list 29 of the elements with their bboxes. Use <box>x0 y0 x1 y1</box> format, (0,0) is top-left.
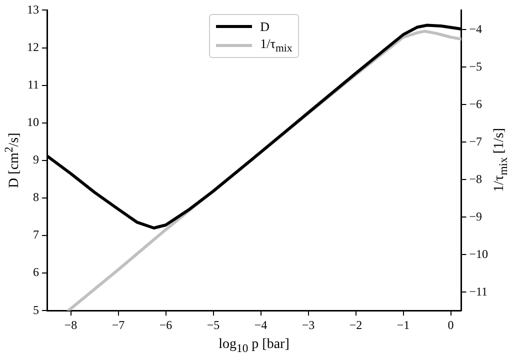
x-tick-label: −7 <box>112 318 125 332</box>
x-tick-label: −1 <box>396 318 410 332</box>
y-tick-label: 13 <box>27 2 39 16</box>
x-tick-label: −4 <box>254 318 268 332</box>
y2-tick-label: −7 <box>469 134 482 148</box>
x-tick-label: −8 <box>64 318 78 332</box>
y-tick-label: 7 <box>33 228 39 242</box>
y2-tick-label: −4 <box>469 22 482 36</box>
y2-tick-label: −11 <box>469 284 488 298</box>
x-axis-title: log$_{10}$ p [bar] <box>218 337 290 355</box>
y2-tick-label: −9 <box>469 209 482 224</box>
y-tick-label: 6 <box>33 265 39 280</box>
y-tick-label: 12 <box>27 40 39 54</box>
y2-tick-label: −8 <box>469 172 482 186</box>
y2-tick-label: −6 <box>469 96 482 111</box>
y-tick-label: 8 <box>33 190 39 204</box>
legend-label: D <box>260 18 270 35</box>
x-tick-label: −3 <box>302 318 315 332</box>
y-tick-label: 10 <box>27 115 39 130</box>
y2-tick-label: −5 <box>469 59 482 74</box>
y-tick-label: 5 <box>33 302 39 317</box>
x-tick-label: −5 <box>206 318 220 332</box>
y2-tick-label: −10 <box>469 246 488 261</box>
y-tick-label: 9 <box>33 152 39 167</box>
legend-label: 1/τ$_{mix}$ <box>260 36 292 55</box>
y-tick-label: 11 <box>27 77 39 92</box>
x-tick-label: 0 <box>448 318 454 332</box>
x-tick-label: −6 <box>159 318 172 332</box>
x-tick-label: −2 <box>349 318 362 332</box>
